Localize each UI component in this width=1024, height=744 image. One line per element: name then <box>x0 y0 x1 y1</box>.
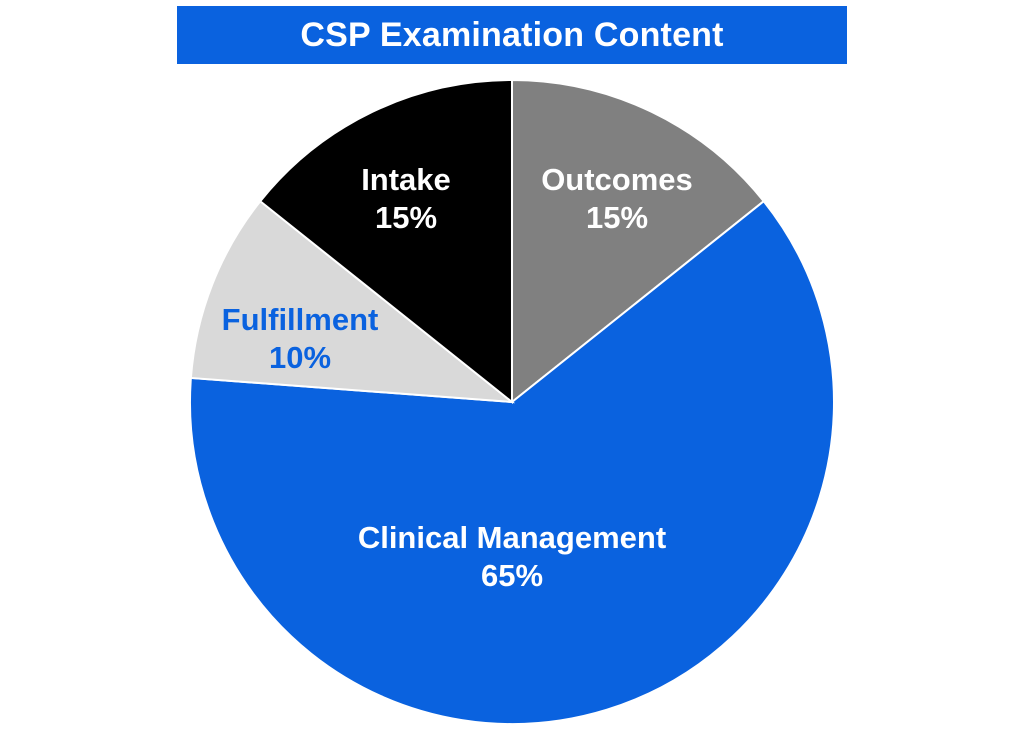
pie-slice-fulfillment <box>189 199 516 404</box>
pie-slice-clinical-management <box>189 199 835 725</box>
pie-value-outcomes: 15% <box>586 200 648 235</box>
pie-label-outcomes: Outcomes <box>541 162 693 197</box>
pie-value-intake: 15% <box>375 200 437 235</box>
pie-label-intake: Intake <box>361 162 451 197</box>
chart-title-bar: CSP Examination Content <box>177 6 847 64</box>
pie-slice-intake <box>258 78 513 405</box>
pie-label-fulfillment: Fulfillment <box>222 302 379 337</box>
pie-value-clinical-management: 65% <box>481 558 543 593</box>
chart-title: CSP Examination Content <box>300 15 724 54</box>
pie-label-clinical-management: Clinical Management <box>358 520 666 555</box>
pie-value-fulfillment: 10% <box>269 340 331 375</box>
pie-slices <box>189 78 835 725</box>
pie-slice-outcomes <box>511 78 766 405</box>
